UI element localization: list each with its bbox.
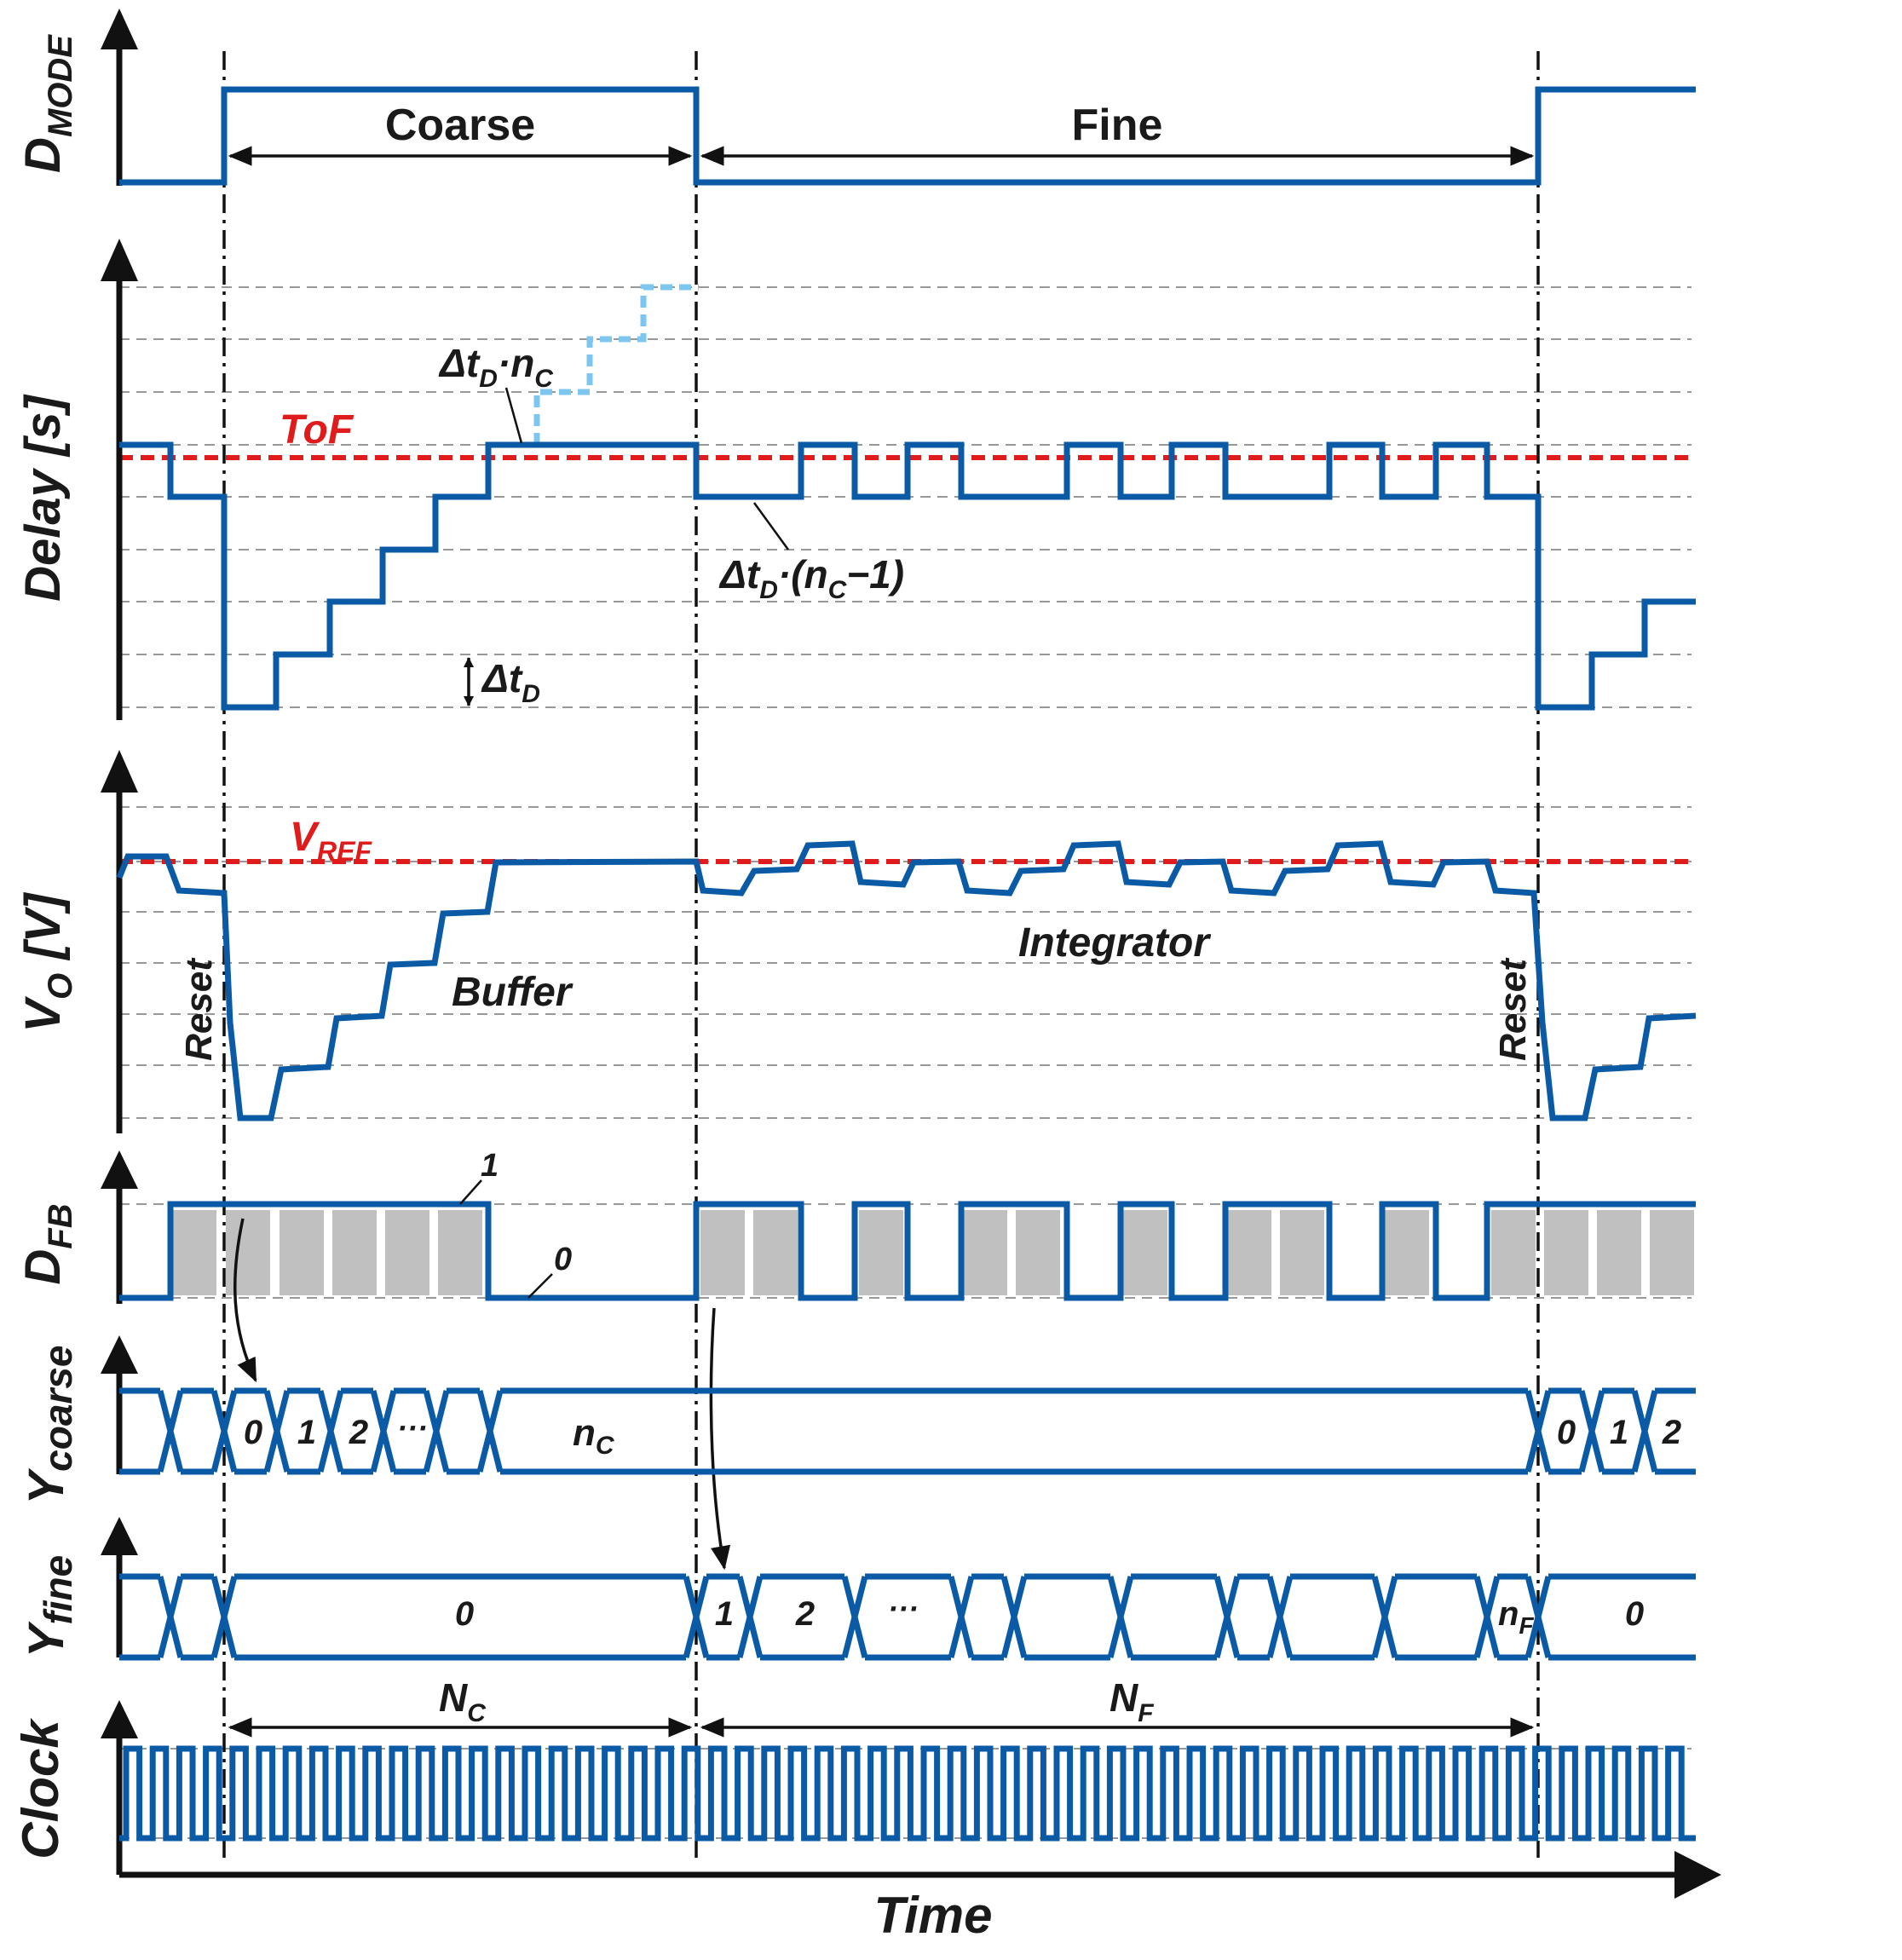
- delta-nc-leader: [504, 387, 523, 444]
- axes: [101, 9, 1721, 1899]
- phase-dividers: [222, 51, 1540, 1858]
- delta-td-nc-label: ΔtD·nC: [438, 341, 554, 393]
- ycoarse-values: 0 1 2 ··· nC 0 1 2: [244, 1410, 1681, 1460]
- dfb-waveform: [119, 1201, 1696, 1301]
- vo-axis-label: VO [V]: [15, 892, 79, 1033]
- coarse-phase-label: Coarse: [385, 101, 535, 150]
- ycoarse-value: 0: [244, 1414, 262, 1451]
- integrator-label: Integrator: [1018, 920, 1211, 966]
- time-axis-label: Time: [874, 1887, 993, 1944]
- yfine-bus: [119, 1573, 1696, 1661]
- dfb-to-ycoarse-arrow: [233, 1218, 257, 1383]
- fine-phase-label: Fine: [1072, 101, 1163, 150]
- yfine-value: 1: [715, 1595, 734, 1633]
- ycoarse-bus: [119, 1387, 1696, 1475]
- dfb-one-leader: [459, 1179, 482, 1205]
- buffer-label: Buffer: [452, 970, 573, 1015]
- ycoarse-tail-value: 1: [1610, 1414, 1628, 1451]
- delta-td-nc-minus1-label: ΔtD·(nC−1): [718, 552, 904, 604]
- ycoarse-tail-value: 0: [1557, 1414, 1576, 1451]
- yfine-nf: nF: [1498, 1595, 1534, 1639]
- dfb-zero-label: 0: [554, 1242, 572, 1277]
- nc-count-label: NC: [439, 1675, 487, 1727]
- delay-waveform: [119, 441, 1696, 711]
- dmode-axis-label: DMODE: [15, 34, 79, 173]
- ycoarse-axis-label: Ycoarse: [19, 1345, 80, 1504]
- ycoarse-value: 2: [349, 1414, 368, 1451]
- dfb-axis-label: DFB: [15, 1203, 79, 1284]
- vo-waveform: [116, 840, 1697, 1121]
- ycoarse-value: ···: [397, 1410, 428, 1445]
- dfb-one-label: 1: [481, 1148, 499, 1184]
- delay-projection-dashed: [533, 284, 699, 445]
- delay-axis-label: Delay [s]: [15, 394, 71, 601]
- ycoarse-value: 1: [297, 1414, 316, 1451]
- yfine-value: 2: [795, 1595, 815, 1633]
- reset-label-left: Reset: [178, 957, 220, 1061]
- dfb-to-yfine-arrow: [709, 1307, 731, 1571]
- reset-label-right: Reset: [1492, 957, 1534, 1061]
- yfine-axis-label: Yfine: [19, 1555, 80, 1657]
- delta-td-step-label: ΔtD: [481, 656, 540, 708]
- ycoarse-tail-value: 2: [1662, 1414, 1681, 1451]
- vref-label: VREF: [290, 815, 372, 867]
- delta-nc1-leader: [752, 502, 790, 551]
- dfb-shaded-pulses: [172, 1210, 1694, 1295]
- clock-waveform: [119, 1745, 1696, 1842]
- nf-count-label: NF: [1110, 1675, 1154, 1727]
- yfine-value: 0: [455, 1595, 474, 1633]
- yfine-value: ···: [888, 1591, 919, 1626]
- tof-label: ToF: [280, 407, 354, 453]
- yfine-values: 0 1 2 ··· nF 0: [455, 1591, 1644, 1639]
- ycoarse-nc: nC: [573, 1412, 615, 1460]
- dmode-waveform: [119, 86, 1696, 186]
- yfine-tail-value: 0: [1625, 1595, 1644, 1633]
- clock-axis-label: Clock: [12, 1718, 69, 1859]
- dfb-zero-leader: [527, 1273, 553, 1299]
